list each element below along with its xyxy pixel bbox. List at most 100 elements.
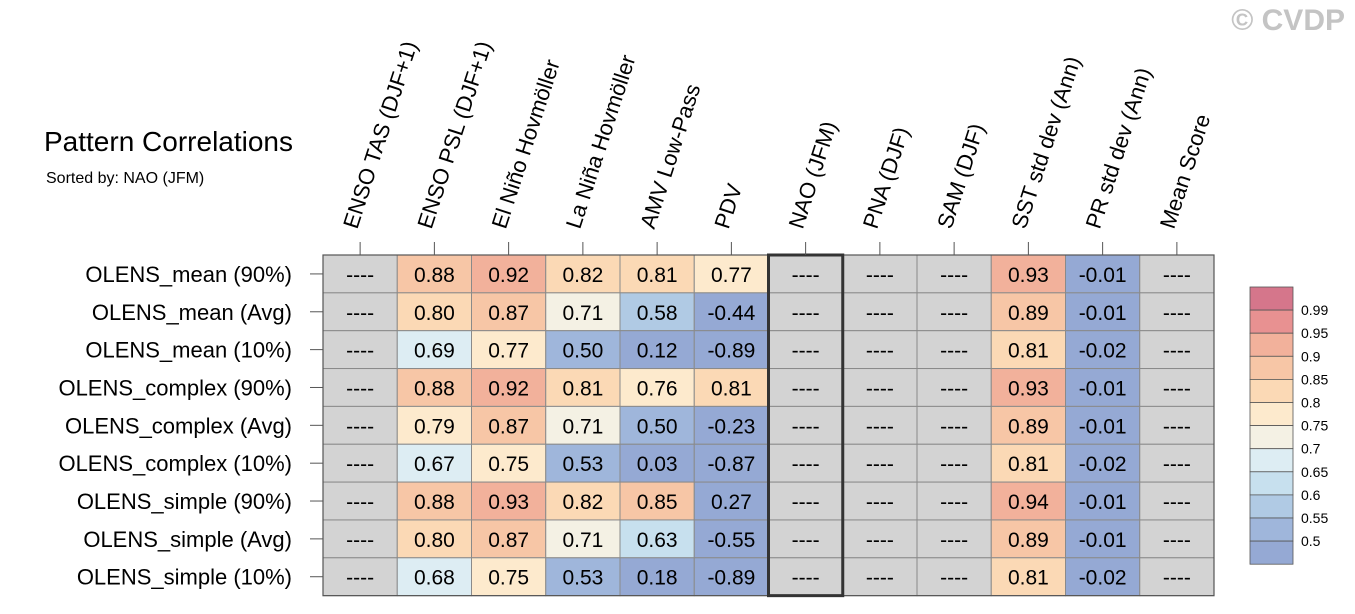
cell-value: ---- (866, 340, 894, 363)
cell-value: -0.02 (1079, 453, 1127, 476)
row-label: OLENS_complex (10%) (58, 451, 292, 476)
heatmap-cell (545, 481, 621, 521)
cell-value: 0.27 (711, 491, 752, 514)
cell-value: -0.01 (1079, 302, 1127, 325)
heatmap-cell (916, 443, 992, 483)
cell-value: 0.87 (488, 302, 529, 325)
colorbar-swatch (1249, 378, 1294, 403)
heatmap-cell (693, 292, 769, 332)
heatmap-cell (1065, 443, 1141, 483)
colorbar-swatch (1249, 402, 1294, 427)
cell-value: -0.01 (1079, 529, 1127, 552)
cell-value: ---- (792, 340, 820, 363)
heatmap-cell (1139, 405, 1215, 445)
heatmap-cell (545, 443, 621, 483)
cell-value: 0.88 (414, 264, 455, 287)
cell-value: 0.88 (414, 377, 455, 400)
cell-value: -0.44 (707, 302, 755, 325)
cell-value: ---- (940, 377, 968, 400)
cell-value: 0.71 (562, 302, 603, 325)
heatmap-cell (396, 368, 472, 407)
cell-value: 0.71 (562, 529, 603, 552)
cell-value: 0.53 (562, 567, 603, 590)
column-label: ENSO PSL (DJF+1) (412, 38, 496, 232)
cell-value: 0.77 (711, 264, 752, 287)
cell-value: 0.80 (414, 529, 455, 552)
cell-value: ---- (1163, 415, 1191, 438)
cell-value: ---- (792, 377, 820, 400)
cell-value: 0.88 (414, 491, 455, 514)
heatmap-cell (471, 368, 547, 407)
colorbar-swatch (1249, 286, 1294, 311)
cell-value: 0.76 (637, 377, 678, 400)
cell-value: 0.12 (637, 340, 678, 363)
cell-value: 0.77 (488, 340, 529, 363)
colorbar-label: 0.7 (1301, 441, 1321, 457)
cell-value: 0.81 (562, 377, 603, 400)
row-label: OLENS_complex (90%) (58, 375, 292, 400)
cell-value: ---- (346, 302, 374, 325)
column-label: PDV (709, 180, 747, 231)
heatmap-cell (842, 405, 918, 445)
heatmap-cell (1065, 481, 1141, 521)
colorbar-label: 0.99 (1301, 302, 1328, 318)
cell-value: 0.18 (637, 567, 678, 590)
column-label: SAM (DJF) (932, 120, 989, 231)
cell-value: ---- (346, 415, 374, 438)
heatmap-cell (619, 368, 695, 407)
heatmap-cell (768, 443, 844, 483)
colorbar-swatch (1249, 355, 1294, 380)
cell-value: ---- (866, 567, 894, 590)
cell-value: 0.94 (1008, 491, 1049, 514)
cell-value: -0.01 (1079, 491, 1127, 514)
cell-value: -0.89 (707, 567, 755, 590)
cell-value: 0.81 (1008, 567, 1049, 590)
colorbar-label: 0.75 (1301, 418, 1328, 434)
cell-value: 0.93 (1008, 264, 1049, 287)
cell-value: ---- (1163, 567, 1191, 590)
column-label: AMV Low-Pass (635, 81, 705, 232)
heatmap-cell (693, 481, 769, 521)
chart-subtitle: Sorted by: NAO (JFM) (46, 170, 205, 187)
heatmap-cell (322, 330, 398, 370)
cell-value: 0.53 (562, 453, 603, 476)
cell-value: ---- (792, 264, 820, 287)
row-label: OLENS_simple (90%) (77, 489, 292, 514)
cell-value: 0.87 (488, 415, 529, 438)
row-label: OLENS_simple (Avg) (83, 527, 292, 552)
cell-value: 0.50 (637, 415, 678, 438)
cell-value: 0.63 (637, 529, 678, 552)
cell-value: ---- (866, 264, 894, 287)
cell-value: 0.81 (711, 377, 752, 400)
cell-value: ---- (940, 491, 968, 514)
colorbar-label: 0.6 (1301, 487, 1321, 503)
colorbar-label: 0.8 (1301, 395, 1321, 411)
cell-value: ---- (940, 302, 968, 325)
cell-value: ---- (346, 264, 374, 287)
copyright-label: © CVDP (1231, 4, 1345, 37)
cell-value: ---- (1163, 529, 1191, 552)
cell-value: ---- (866, 491, 894, 514)
cell-value: ---- (346, 453, 374, 476)
heatmap-cell (1065, 254, 1141, 294)
heatmap-cell (396, 443, 472, 483)
cell-value: ---- (792, 453, 820, 476)
column-label: PNA (DJF) (858, 124, 914, 232)
cell-value: ---- (792, 415, 820, 438)
heatmap-cell (916, 519, 992, 559)
heatmap-cell (1065, 557, 1141, 597)
heatmap-cell (693, 519, 769, 559)
cell-value: ---- (1163, 491, 1191, 514)
colorbar-swatch (1249, 309, 1294, 334)
heatmap-cell (842, 519, 918, 559)
heatmap-cell (1139, 254, 1215, 294)
cell-value: ---- (1163, 264, 1191, 287)
heatmap-cell (322, 368, 398, 407)
cell-value: ---- (346, 529, 374, 552)
cell-value: 0.79 (414, 415, 455, 438)
heatmap-cell (916, 292, 992, 332)
cell-value: 0.87 (488, 529, 529, 552)
colorbar-swatch (1249, 332, 1294, 357)
colorbar-label: 0.85 (1301, 371, 1328, 387)
cell-value: 0.89 (1008, 529, 1049, 552)
